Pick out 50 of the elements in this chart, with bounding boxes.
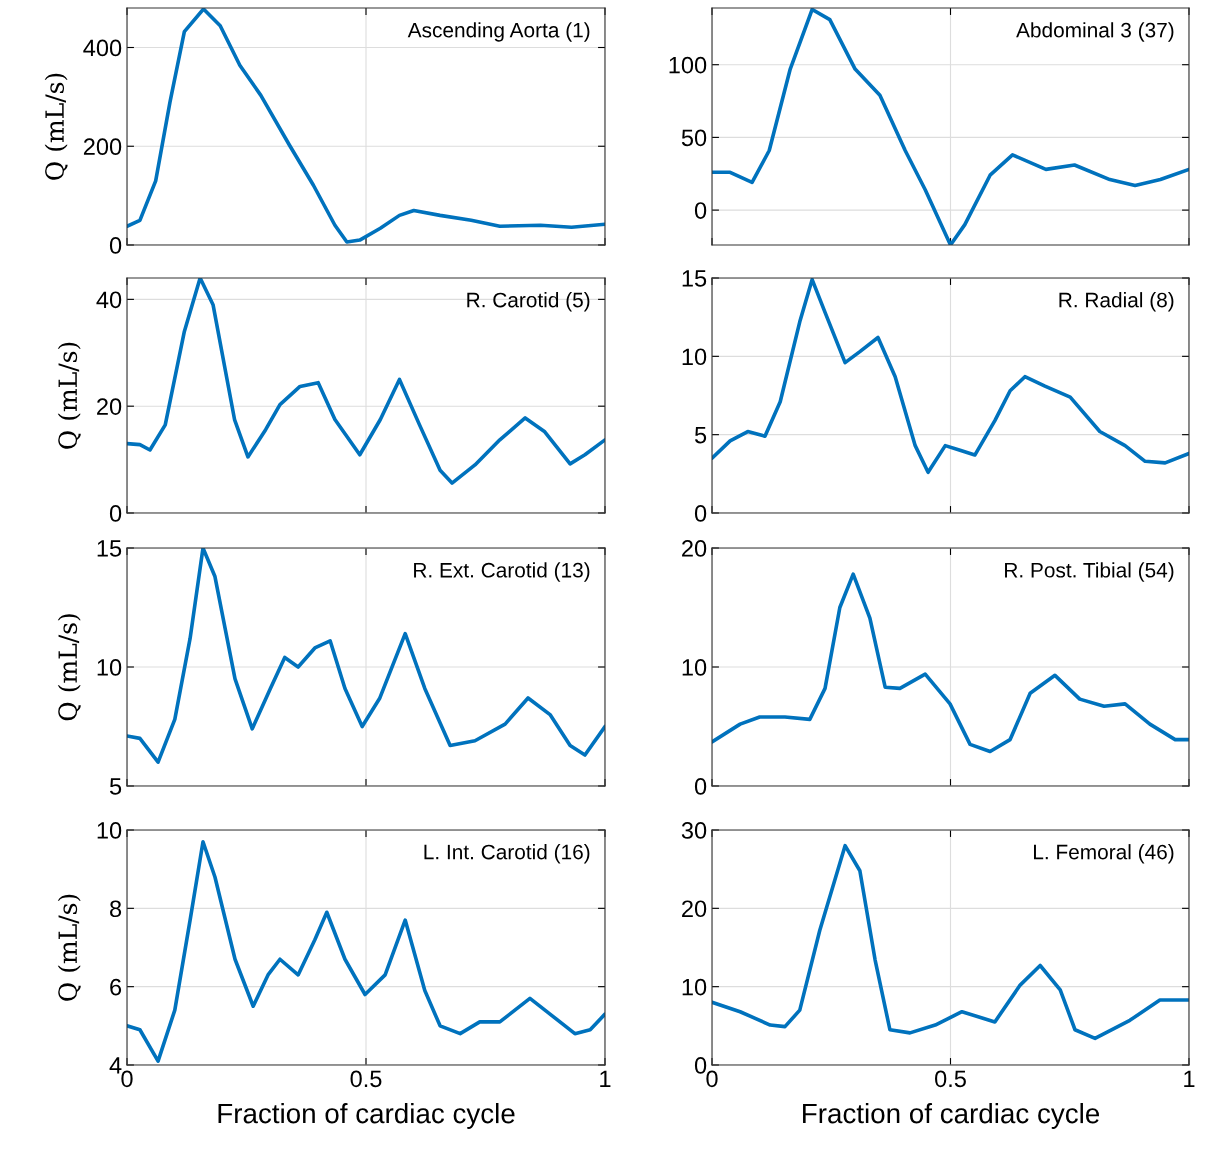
y-tick-label: 0 — [694, 505, 707, 522]
y-tick-label: 8 — [110, 900, 122, 918]
y-tick-label: 20 — [97, 398, 122, 415]
x-axis-title: Fraction of cardiac cycle — [218, 1102, 515, 1129]
y-tick-label: 4 — [109, 1057, 122, 1074]
x-tick-label: 0.5 — [350, 1070, 382, 1088]
y-tick-label: 5 — [694, 426, 707, 444]
text: Abdominal 3 (37) — [1016, 22, 1174, 42]
y-tick-label: 50 — [681, 129, 707, 147]
x-axis-title: Fraction of cardiac cycle — [803, 1102, 1100, 1129]
y-axis-title: Q (mL/s) — [57, 614, 81, 721]
y-tick-label: 10 — [682, 978, 707, 996]
line-series — [127, 8, 605, 244]
y-tick-label: 10 — [97, 659, 122, 676]
x-tick-label: 1 — [600, 1070, 611, 1087]
text: R. Carotid (5) — [467, 292, 590, 312]
line-series — [712, 843, 1189, 1041]
y-tick-label: 100 — [669, 56, 707, 74]
text: R. Post. Tibial (54) — [1005, 562, 1174, 582]
text: R. Radial (8) — [1059, 292, 1174, 312]
y-tick-label: 5 — [109, 778, 122, 795]
y-tick-label: 20 — [682, 540, 707, 557]
y-tick-label: 0 — [109, 237, 122, 254]
text: L. Femoral (46) — [1034, 844, 1174, 864]
y-tick-label: 200 — [83, 138, 122, 156]
y-tick-label: 40 — [96, 291, 122, 309]
y-axis-title: Q (mL/s) — [57, 342, 81, 449]
y-tick-label: 0 — [694, 1057, 707, 1074]
y-tick-label: 10 — [682, 659, 707, 676]
y-tick-label: 0 — [109, 505, 122, 522]
y-tick-label: 0 — [694, 778, 707, 795]
y-tick-label: 30 — [681, 822, 707, 839]
y-tick-label: 400 — [83, 39, 122, 57]
y-tick-label: 15 — [682, 270, 707, 287]
x-tick-label: 1 — [1184, 1070, 1195, 1087]
x-tick-label: 0.5 — [935, 1070, 966, 1088]
x-tick-label: 0 — [121, 1070, 133, 1088]
y-axis-title: Q (mL/s) — [57, 894, 81, 1001]
y-tick-label: 20 — [682, 900, 707, 918]
y-tick-label: 10 — [682, 348, 707, 366]
text: L. Int. Carotid (16) — [424, 844, 590, 864]
x-tick-label: 0 — [706, 1070, 718, 1088]
y-axis-title: Q (mL/s) — [44, 73, 68, 180]
line-series — [712, 8, 1189, 245]
y-tick-label: 0 — [694, 202, 707, 219]
y-tick-label: 15 — [97, 540, 122, 557]
y-tick-label: 6 — [110, 978, 122, 996]
text: Ascending Aorta (1) — [407, 22, 590, 42]
y-tick-label: 10 — [97, 822, 122, 839]
text: R. Ext. Carotid (13) — [414, 562, 590, 582]
